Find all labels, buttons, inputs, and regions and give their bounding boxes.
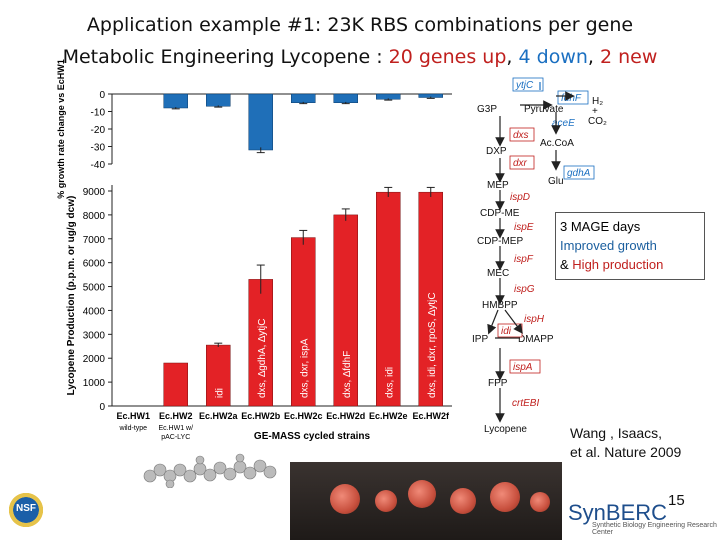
production-y-tick-label: 7000 — [83, 235, 106, 246]
production-y-tick-label: 3000 — [83, 330, 106, 341]
production-x-tick-label: Ec.HW2f — [412, 411, 450, 421]
mage-line3-text: High production — [572, 257, 664, 272]
production-y-axis-label: Lycopene Production (p.p.m. or ug/g dcw) — [66, 196, 77, 396]
citation-line1: Wang , Isaacs, — [570, 425, 663, 441]
growth-y-tick-label: -20 — [91, 125, 106, 136]
nsf-logo-text: NSF — [16, 503, 36, 514]
growth-y-tick-label: -40 — [91, 160, 106, 171]
production-bar — [333, 214, 358, 407]
mage-line1: 3 MAGE days — [560, 219, 641, 234]
synberc-logo: SynBERC — [568, 500, 668, 525]
growth-bar — [206, 93, 231, 107]
slide-title-line2: Metabolic Engineering Lycopene : 20 gene… — [0, 46, 720, 68]
production-y-tick-label: 9000 — [83, 187, 106, 198]
mage-line2: Improved growth — [560, 238, 657, 253]
lycopene-molecule-image — [140, 452, 280, 488]
title-prefix: Metabolic Engineering Lycopene : — [62, 46, 389, 68]
title-genes-up: 20 genes up — [388, 46, 507, 68]
colony-plate-photo — [290, 462, 562, 540]
mage-amp: & — [560, 257, 573, 272]
growth-bar — [291, 93, 316, 103]
production-x-tick-label: Ec.HW2e — [369, 411, 408, 421]
strain-sublabel: Ec.HW1 w/ — [158, 425, 193, 432]
citation: Wang , Isaacs, et al. Nature 2009 — [570, 424, 682, 462]
title-sep1: , — [506, 46, 519, 68]
production-bar-label: dxs, idi, dxr, rpoS, ∆ytjC — [427, 292, 438, 398]
production-bar-label: idi — [214, 388, 225, 398]
slide-title-line1: Application example #1: 23K RBS combinat… — [86, 14, 634, 36]
production-bar — [291, 237, 316, 407]
production-y-tick-label: 0 — [99, 402, 105, 413]
title-genes-new: 2 new — [600, 46, 658, 68]
production-x-tick-label: Ec.HW1 — [116, 411, 150, 421]
growth-y-tick-label: 0 — [99, 90, 105, 101]
production-bar — [418, 191, 443, 407]
page-number: 15 — [668, 492, 685, 509]
mage-callout: 3 MAGE days Improved growth & High produ… — [555, 212, 705, 280]
growth-y-axis-label: % growth rate change vs EcHW1 — [56, 59, 66, 199]
production-bar-label: dxs, dxr, ispA — [299, 338, 310, 398]
nsf-logo: NSF — [6, 490, 46, 530]
production-bar-label: dxs, ∆fdhF — [342, 351, 353, 398]
growth-y-tick-label: -10 — [91, 108, 106, 119]
production-y-tick-label: 2000 — [83, 354, 106, 365]
production-bar — [376, 191, 401, 407]
production-x-tick-label: Ec.HW2c — [284, 411, 323, 421]
title-sep2: , — [587, 46, 600, 68]
production-x-tick-label: Ec.HW2 — [159, 411, 193, 421]
production-bar-label: dxs, idi — [384, 367, 395, 398]
production-bar — [163, 362, 188, 407]
growth-bar — [333, 93, 358, 103]
growth-y-tick-label: -30 — [91, 143, 106, 154]
strain-sublabel: wild-type — [118, 425, 147, 432]
production-y-tick-label: 4000 — [83, 306, 106, 317]
production-x-tick-label: Ec.HW2a — [199, 411, 239, 421]
production-x-axis-label: GE-MASS cycled strains — [254, 431, 371, 442]
citation-line2: et al. Nature 2009 — [570, 444, 682, 460]
synberc-subtitle: Synthetic Biology Engineering Research C… — [592, 522, 717, 536]
title-genes-down: 4 down — [518, 46, 588, 68]
strain-sublabel: pAC-LYC — [161, 434, 190, 441]
growth-bar — [248, 93, 273, 151]
production-y-tick-label: 8000 — [83, 211, 106, 222]
mage-line3: & High production — [560, 255, 700, 274]
production-y-tick-label: 1000 — [83, 378, 106, 389]
growth-bar — [163, 93, 188, 109]
production-x-tick-label: Ec.HW2d — [326, 411, 365, 421]
production-y-tick-label: 5000 — [83, 283, 106, 294]
production-y-tick-label: 6000 — [83, 259, 106, 270]
production-bar-label: dxs, ∆gdhA, ∆ytjC — [257, 319, 268, 399]
production-bar — [248, 279, 273, 407]
production-x-tick-label: Ec.HW2b — [241, 411, 281, 421]
